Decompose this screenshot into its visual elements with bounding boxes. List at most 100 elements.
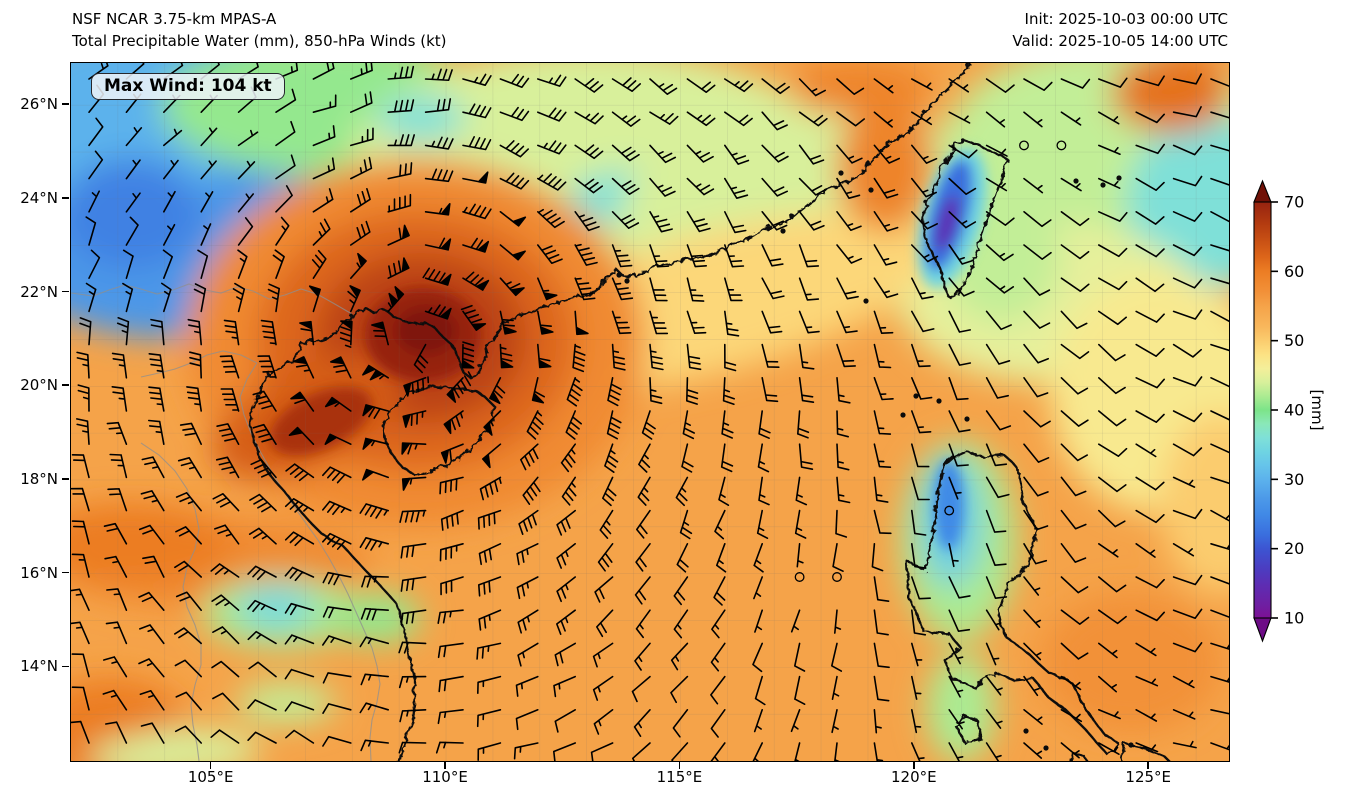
wind-barb: [330, 356, 352, 379]
wind-barb: [1172, 175, 1203, 187]
wind-barb: [400, 609, 427, 625]
islet: [868, 187, 874, 193]
wind-barb: [252, 390, 277, 412]
islet: [838, 170, 844, 176]
wind-barb: [462, 73, 492, 86]
wind-barb: [1210, 742, 1229, 751]
wind-barb: [537, 173, 567, 191]
islet: [900, 412, 906, 418]
wind-barb: [1098, 443, 1128, 457]
wind-barb: [794, 742, 801, 761]
wind-barb: [1210, 144, 1229, 152]
wind-barb: [673, 576, 689, 606]
wind-barb: [631, 675, 651, 703]
wind-barb: [554, 642, 576, 667]
calm-wind-circle: [794, 572, 805, 582]
y-axis-tick-label: 22°N: [20, 282, 58, 301]
wind-barb: [290, 391, 315, 412]
wind-barb: [312, 94, 337, 113]
country-borders: [71, 283, 381, 761]
wind-barb: [537, 343, 552, 369]
wind-barb: [284, 701, 315, 712]
wind-barb: [673, 609, 689, 639]
wind-barb: [1210, 576, 1229, 585]
wind-barb: [948, 675, 964, 698]
wind-barb: [873, 78, 894, 94]
wind-barb: [1210, 443, 1229, 454]
model-title: NSF NCAR 3.75-km MPAS-A: [72, 10, 277, 28]
wind-barb: [440, 576, 464, 596]
wind-barb: [716, 543, 727, 573]
wind-barb: [985, 675, 1003, 696]
colorbar-tick-value: 20: [1284, 539, 1304, 558]
samar-island: [1118, 740, 1171, 761]
wind-barb: [670, 675, 689, 704]
colorbar-tick-value: 40: [1284, 401, 1304, 420]
islet: [1023, 728, 1029, 734]
wind-barb: [1172, 277, 1203, 289]
wind-barb: [797, 410, 810, 439]
wind-barb: [911, 509, 927, 536]
wind-barb: [322, 635, 352, 646]
wind-barb: [322, 466, 352, 484]
wind-barb: [761, 310, 783, 334]
wind-barb: [948, 211, 977, 229]
wind-barb: [531, 377, 545, 404]
wind-barb: [1060, 343, 1090, 360]
wind-barb: [248, 527, 277, 545]
wind-barb: [649, 310, 669, 335]
wind-barb: [371, 321, 389, 346]
wind-barb: [686, 377, 699, 405]
wind-barb: [322, 500, 352, 516]
wind-barb: [761, 111, 788, 131]
wind-barb: [1098, 310, 1127, 326]
wind-barb: [574, 211, 600, 232]
wind-barb: [686, 310, 707, 334]
wind-barb: [1023, 244, 1052, 260]
wind-barb: [948, 244, 974, 265]
wind-barb: [911, 310, 935, 333]
wind-barb: [1023, 177, 1044, 194]
wind-barb: [686, 211, 711, 233]
wind-barb: [387, 162, 413, 180]
wind-barb: [790, 609, 801, 633]
wind-barb: [1098, 576, 1127, 593]
wind-barb: [1023, 543, 1048, 565]
wind-barb: [1060, 576, 1089, 594]
wind-barb: [798, 144, 825, 165]
wind-barb: [1172, 144, 1203, 156]
wind-barb: [1098, 111, 1120, 125]
wind-barb: [197, 249, 209, 279]
wind-barb: [761, 343, 780, 368]
wind-barb: [312, 218, 331, 246]
wind-barb: [753, 576, 763, 600]
calm-wind-circle: [832, 572, 842, 582]
wind-barb: [911, 642, 923, 667]
wind-barb: [686, 78, 716, 93]
wind-barb: [724, 144, 750, 165]
wind-barb: [499, 343, 514, 369]
wind-barb: [186, 386, 202, 412]
wind-barb: [462, 171, 489, 184]
wind-barb: [637, 476, 651, 506]
wind-barb: [324, 433, 352, 445]
tpw-blob: [71, 503, 231, 583]
wind-barb: [1060, 410, 1089, 427]
y-axis-tick-mark: [62, 103, 69, 105]
wind-barb: [499, 73, 530, 88]
wind-barb: [873, 443, 892, 468]
colorbar-tick-value: 60: [1284, 262, 1304, 281]
wind-barb: [322, 532, 352, 550]
wind-barb: [1135, 377, 1165, 389]
wind-barb: [462, 136, 492, 151]
wind-barb: [1210, 244, 1229, 252]
wind-barb: [140, 490, 165, 512]
wind-barb: [561, 476, 577, 506]
wind-barb: [387, 257, 410, 279]
wind-barb: [88, 249, 101, 279]
wind-barb: [210, 563, 240, 578]
wind-barb: [1172, 410, 1203, 423]
wind-barb: [611, 310, 632, 335]
wind-barb: [1210, 78, 1229, 87]
